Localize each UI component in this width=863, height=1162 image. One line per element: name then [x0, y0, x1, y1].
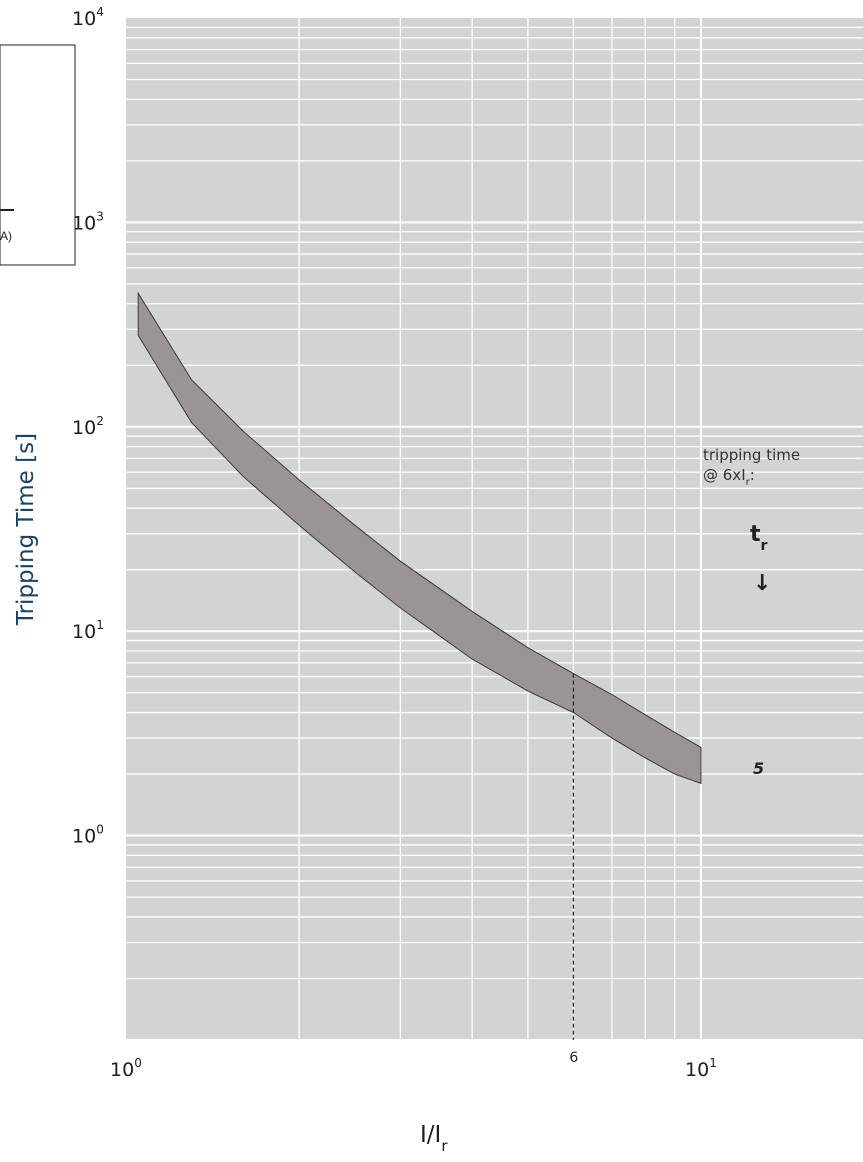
axis-tick-labels: 100 101 102 103 104 100 101: [72, 5, 717, 1081]
annotation-line-2-prefix: @ 6xI: [703, 466, 746, 484]
grid-lines: [126, 18, 863, 1041]
annotation-line-2: @ 6xIr:: [703, 466, 755, 488]
plot-background: [126, 18, 863, 1040]
down-arrow-icon: ↓: [753, 571, 771, 596]
y-tick-label: 104: [72, 5, 104, 30]
y-tick-label: 101: [72, 618, 104, 643]
y-tick-label: 100: [72, 823, 104, 848]
band-label: 5: [753, 759, 764, 778]
tr-symbol-main: t: [750, 522, 761, 547]
inset-box: [0, 44, 76, 266]
tripping-band: [137, 291, 702, 785]
y-tick-label: 103: [72, 209, 104, 234]
x-axis-label-main: I/I: [420, 1122, 441, 1148]
tr-symbol: tr: [750, 522, 768, 554]
y-tick-label: 102: [72, 414, 104, 439]
annotation-line-2-suffix: :: [750, 466, 755, 484]
y-axis-label: Tripping Time [s]: [13, 433, 39, 626]
inset-text: A): [0, 229, 12, 243]
x-axis-label-sub: r: [441, 1137, 448, 1155]
annotation-line-1: tripping time: [703, 446, 800, 464]
reference-line-label: 6: [569, 1050, 578, 1066]
annotation-line-2-sub: r: [746, 477, 751, 488]
x-tick-label: 101: [685, 1056, 717, 1081]
tr-symbol-sub: r: [761, 538, 768, 554]
reference-line-group: 6: [569, 673, 578, 1066]
tripping-band-area: [137, 291, 702, 785]
x-axis-label: I/Ir: [420, 1122, 448, 1155]
x-tick-label: 100: [110, 1056, 142, 1081]
